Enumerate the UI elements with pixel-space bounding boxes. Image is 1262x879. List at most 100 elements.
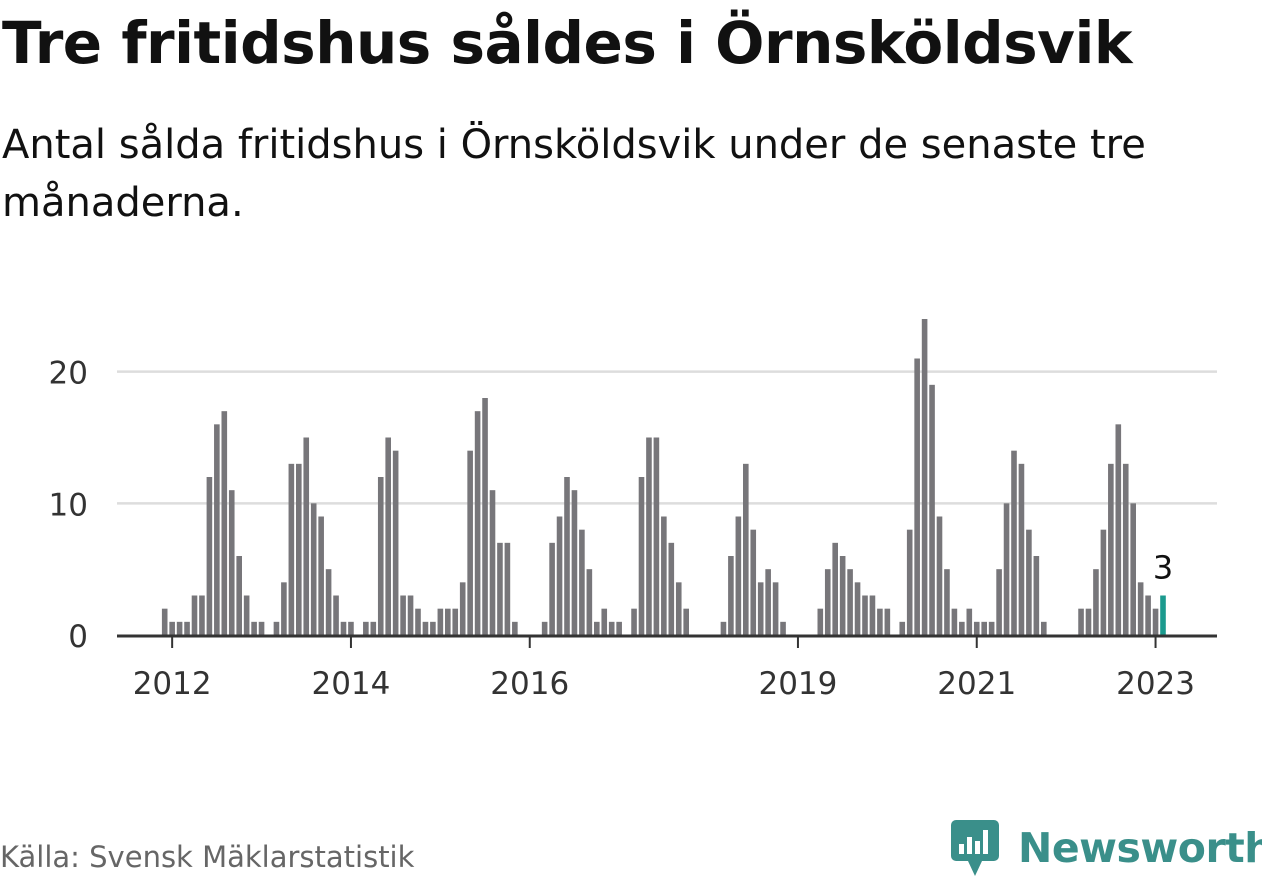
bar-chart: 0 10 20 2012 2014 2016 2019 2021 2023 3	[49, 319, 1217, 702]
last-value-label: 3	[1153, 549, 1173, 587]
bar	[228, 490, 235, 635]
bar	[906, 529, 913, 635]
bar	[370, 621, 377, 635]
bar	[437, 608, 444, 635]
bar	[310, 503, 317, 635]
bar	[482, 398, 488, 635]
bar	[1137, 582, 1144, 635]
bar	[1003, 503, 1010, 635]
bar	[176, 621, 183, 635]
bar	[765, 569, 771, 635]
bar	[288, 463, 295, 635]
bar	[646, 437, 652, 635]
bar	[839, 556, 846, 635]
axes	[117, 634, 1217, 648]
bar	[318, 516, 324, 635]
bar	[899, 621, 906, 635]
bar	[161, 608, 168, 635]
bar	[720, 621, 727, 635]
bar	[877, 608, 883, 635]
bar	[296, 463, 302, 635]
bar	[169, 621, 175, 635]
bar	[735, 516, 742, 635]
x-tick-label: 2012	[133, 666, 212, 702]
bar	[199, 595, 205, 635]
bar	[385, 437, 391, 635]
bar	[1011, 450, 1017, 635]
bar	[1085, 608, 1092, 635]
bar	[571, 490, 578, 635]
bar	[251, 621, 257, 635]
bar	[541, 621, 548, 635]
bar	[772, 582, 779, 635]
bar	[377, 477, 384, 635]
bar	[631, 608, 637, 635]
bar	[206, 477, 213, 635]
bar	[832, 542, 838, 635]
bar	[445, 608, 451, 635]
bar	[824, 569, 831, 635]
source-note: Källa: Svensk Mäklarstatistik	[0, 840, 415, 874]
bar	[236, 556, 242, 635]
bar	[1078, 608, 1084, 635]
y-tick-label: 10	[49, 487, 88, 523]
bar	[981, 621, 987, 635]
x-tick-label: 2023	[1116, 666, 1195, 702]
bar	[914, 358, 920, 635]
bar	[966, 608, 973, 635]
bar	[594, 621, 600, 635]
bar	[869, 595, 876, 635]
bar	[951, 608, 958, 635]
bar	[854, 582, 861, 635]
bar	[191, 595, 198, 635]
bar	[1145, 595, 1151, 635]
bar	[1026, 529, 1032, 635]
bar	[608, 621, 615, 635]
brand-name: Newsworthy	[1018, 824, 1262, 872]
bar	[415, 608, 421, 635]
bar	[467, 450, 473, 635]
bar	[780, 621, 786, 635]
bar	[273, 621, 280, 635]
bars	[161, 319, 1166, 635]
x-tick-label: 2019	[758, 666, 837, 702]
bar	[407, 595, 414, 635]
bar	[847, 569, 853, 635]
bar	[430, 621, 436, 635]
bar	[921, 319, 928, 635]
bar	[452, 608, 459, 635]
bar	[661, 516, 667, 635]
bar	[392, 450, 399, 635]
bar	[348, 621, 354, 635]
bar	[400, 595, 406, 635]
bar	[757, 582, 764, 635]
bar	[1093, 569, 1099, 635]
y-tick-label: 20	[49, 356, 88, 392]
bar	[459, 582, 466, 635]
bar	[1115, 424, 1122, 635]
bar	[929, 384, 935, 635]
bar	[743, 463, 749, 635]
bar	[258, 621, 265, 635]
bar	[653, 437, 660, 635]
bar	[675, 582, 682, 635]
bar	[817, 608, 824, 635]
bar	[1152, 608, 1159, 635]
bar	[601, 608, 608, 635]
tick-labels: 0 10 20 2012 2014 2016 2019 2021 2023 3	[49, 356, 1195, 702]
bar	[512, 621, 518, 635]
newsworthy-logo-icon	[951, 820, 999, 876]
bar	[422, 621, 429, 635]
x-tick-label: 2016	[490, 666, 569, 702]
brand-logo[interactable]: Newsworthy	[950, 817, 1262, 879]
bar	[363, 621, 369, 635]
bar	[474, 411, 481, 635]
bar	[243, 595, 250, 635]
bar	[944, 569, 950, 635]
bar	[1130, 503, 1136, 635]
bar	[1100, 529, 1107, 635]
bar	[1033, 556, 1040, 635]
bar	[728, 556, 734, 635]
bar	[683, 608, 689, 635]
bar	[497, 542, 503, 635]
